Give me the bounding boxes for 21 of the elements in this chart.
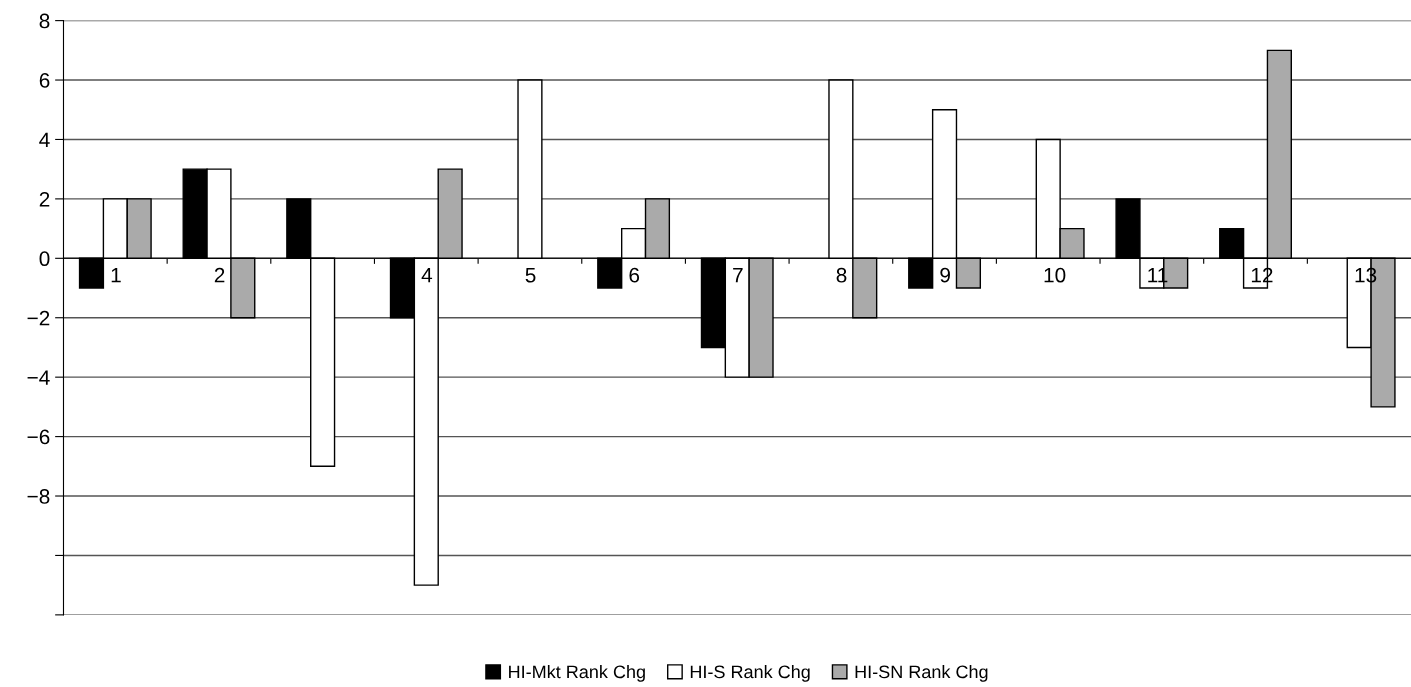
- y-tick-label: 4: [39, 132, 50, 148]
- x-tick-label: 10: [1044, 267, 1066, 283]
- x-tick-label: 5: [525, 267, 536, 283]
- x-tick-label: 7: [733, 267, 743, 283]
- y-tick-label: −6: [27, 429, 50, 445]
- legend-label: HI-Mkt Rank Chg: [509, 664, 645, 682]
- x-tick-label: 1: [111, 267, 121, 283]
- y-tick-label: −8: [27, 489, 50, 504]
- x-tick-label: 4: [421, 267, 433, 283]
- x-tick-label: 2: [214, 267, 225, 283]
- legend-label: HI-S Rank Chg: [690, 664, 810, 682]
- y-tick-label: 8: [39, 13, 50, 29]
- x-tick-label: 6: [629, 267, 640, 283]
- legend-label: HI-SN Rank Chg: [855, 664, 988, 682]
- y-tick-label: 6: [39, 73, 50, 88]
- x-tick-label: 9: [940, 267, 950, 283]
- y-tick-label: −2: [27, 310, 50, 326]
- y-tick-label: −4: [27, 370, 50, 385]
- y-tick-label: 0: [39, 251, 50, 267]
- x-tick-label: 8: [836, 267, 847, 283]
- y-tick-label: 2: [39, 191, 50, 207]
